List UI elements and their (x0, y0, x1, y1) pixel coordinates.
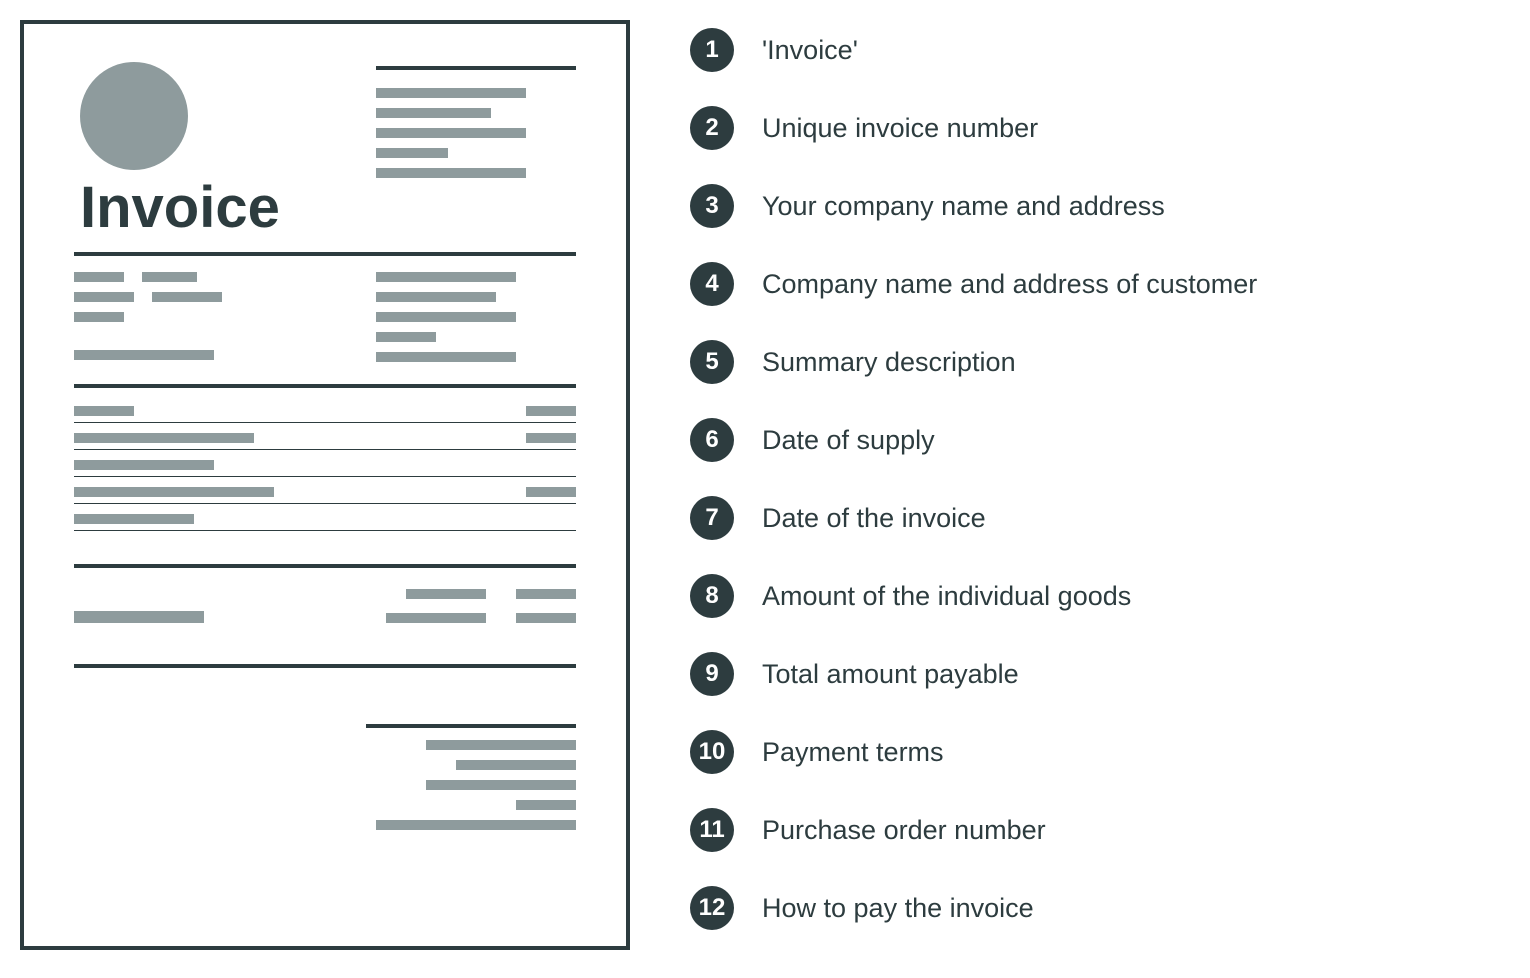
top-right-rule (376, 66, 576, 70)
legend-item-12: 12 How to pay the invoice (690, 886, 1257, 930)
legend-item-5: 5 Summary description (690, 340, 1257, 384)
placeholder-bar (74, 350, 214, 360)
placeholder-bar (376, 168, 526, 178)
legend-label: How to pay the invoice (762, 893, 1034, 924)
legend-badge: 5 (690, 340, 734, 384)
line-item-rule (74, 503, 576, 504)
placeholder-bar (426, 740, 576, 750)
legend-item-1: 1 'Invoice' (690, 28, 1257, 72)
placeholder-bar (74, 312, 124, 322)
placeholder-bar (376, 128, 526, 138)
legend-badge: 7 (690, 496, 734, 540)
placeholder-bar (74, 487, 274, 497)
invoice-mock: Invoice (20, 20, 630, 950)
placeholder-bar (74, 292, 134, 302)
payment-info-block (74, 724, 576, 830)
legend-label: 'Invoice' (762, 35, 858, 66)
placeholder-bar (526, 433, 576, 443)
infographic-container: Invoice (20, 20, 1510, 950)
legend-badge: 8 (690, 574, 734, 618)
divider-3 (74, 564, 576, 568)
placeholder-bar (376, 312, 516, 322)
legend-badge: 10 (690, 730, 734, 774)
placeholder-bar (386, 613, 486, 623)
legend-item-8: 8 Amount of the individual goods (690, 574, 1257, 618)
placeholder-bar (74, 406, 134, 416)
placeholder-bar (426, 780, 576, 790)
legend-label: Date of supply (762, 425, 935, 456)
legend-label: Date of the invoice (762, 503, 986, 534)
legend-badge: 2 (690, 106, 734, 150)
legend-badge: 4 (690, 262, 734, 306)
legend-item-10: 10 Payment terms (690, 730, 1257, 774)
legend-badge: 1 (690, 28, 734, 72)
placeholder-bar (376, 88, 526, 98)
placeholder-bar (376, 108, 491, 118)
legend-badge: 11 (690, 808, 734, 852)
totals-block (74, 589, 576, 623)
legend-item-2: 2 Unique invoice number (690, 106, 1257, 150)
divider-2 (74, 384, 576, 388)
legend-item-7: 7 Date of the invoice (690, 496, 1257, 540)
line-item-rule (74, 476, 576, 477)
legend-item-4: 4 Company name and address of customer (690, 262, 1257, 306)
placeholder-bar (456, 760, 576, 770)
line-item-rule (74, 449, 576, 450)
invoice-title: Invoice (80, 174, 280, 241)
legend-label: Purchase order number (762, 815, 1046, 846)
company-address-block (376, 66, 576, 188)
placeholder-bar (142, 272, 197, 282)
placeholder-bar (74, 514, 194, 524)
legend-badge: 12 (690, 886, 734, 930)
line-item-rule (74, 422, 576, 423)
placeholder-bar (376, 820, 576, 830)
legend-label: Total amount payable (762, 659, 1019, 690)
legend-badge: 6 (690, 418, 734, 462)
legend-item-9: 9 Total amount payable (690, 652, 1257, 696)
placeholder-bar (516, 613, 576, 623)
bill-to-block (74, 272, 222, 372)
footer-rule (366, 724, 576, 728)
legend-item-6: 6 Date of supply (690, 418, 1257, 462)
divider-4 (74, 664, 576, 668)
placeholder-bar (376, 292, 496, 302)
placeholder-bar (516, 589, 576, 599)
legend-item-3: 3 Your company name and address (690, 184, 1257, 228)
line-item-rule (74, 530, 576, 531)
divider-1 (74, 252, 576, 256)
legend-item-11: 11 Purchase order number (690, 808, 1257, 852)
legend-list: 1 'Invoice' 2 Unique invoice number 3 Your co… (690, 20, 1257, 930)
placeholder-bar (376, 332, 436, 342)
placeholder-bar (406, 589, 486, 599)
placeholder-bar (376, 352, 516, 362)
placeholder-bar (74, 611, 204, 623)
legend-label: Payment terms (762, 737, 944, 768)
placeholder-bar (376, 148, 448, 158)
invoice-meta-block (376, 272, 576, 372)
placeholder-bar (526, 406, 576, 416)
legend-label: Unique invoice number (762, 113, 1038, 144)
placeholder-bar (526, 487, 576, 497)
legend-label: Amount of the individual goods (762, 581, 1131, 612)
legend-label: Summary description (762, 347, 1016, 378)
legend-badge: 9 (690, 652, 734, 696)
logo-placeholder (80, 62, 188, 170)
placeholder-bar (74, 272, 124, 282)
placeholder-bar (74, 460, 214, 470)
placeholder-bar (74, 433, 254, 443)
legend-label: Your company name and address (762, 191, 1165, 222)
placeholder-bar (516, 800, 576, 810)
line-items-block (74, 406, 576, 541)
placeholder-bar (152, 292, 222, 302)
legend-badge: 3 (690, 184, 734, 228)
placeholder-bar (376, 272, 516, 282)
legend-label: Company name and address of customer (762, 269, 1257, 300)
